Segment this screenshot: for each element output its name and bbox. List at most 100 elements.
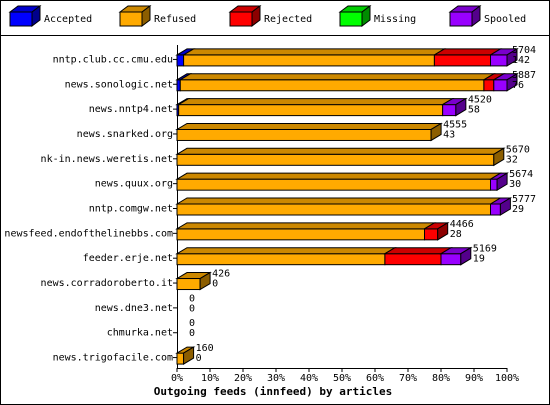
row-total: 426 (212, 269, 230, 280)
bar-segment (440, 253, 462, 266)
y-tick-label: news.corradoroberto.it (41, 278, 173, 289)
bar-top (175, 122, 443, 130)
bar-segment (490, 178, 498, 191)
row-total: 5670 (506, 144, 530, 155)
row-count: 43 (443, 129, 455, 140)
y-tick-label: news.snarked.org (77, 129, 173, 140)
row-count: 19 (473, 254, 485, 265)
bar-top (175, 247, 397, 255)
x-tick-label: 40% (300, 373, 318, 384)
bar-top (178, 73, 496, 81)
row-total: 5704 (512, 45, 536, 56)
legend-swatch-side (141, 5, 151, 27)
bar-top (432, 48, 503, 56)
legend-label: Rejected (264, 14, 312, 25)
row-count: 0 (189, 328, 195, 339)
bar-top (176, 98, 455, 106)
x-tick-label: 0% (171, 373, 183, 384)
x-tick-label: 90% (465, 373, 483, 384)
bar-segment (179, 79, 485, 92)
bar-segment (490, 203, 501, 216)
bar-top (175, 222, 437, 230)
bar-segment (490, 54, 508, 67)
y-tick-label: nk-in.news.weretis.net (41, 154, 173, 165)
bar-side (199, 271, 211, 291)
legend-swatch-side (31, 5, 41, 27)
x-tick-label: 30% (267, 373, 285, 384)
bar-side (437, 221, 449, 241)
y-tick-label: news.trigofacile.com (53, 353, 173, 364)
bar-segment (176, 278, 201, 291)
x-tick-label: 100% (495, 373, 519, 384)
bar-segment (493, 79, 508, 92)
y-tick-label: chmurka.net (107, 328, 173, 339)
row-total: 0 (189, 318, 195, 329)
row-total: 5674 (509, 169, 533, 180)
bar-side (496, 172, 508, 192)
bar-top (175, 147, 506, 155)
bar-segment (483, 79, 495, 92)
chart-title: Outgoing feeds (innfeed) by articles (154, 385, 392, 398)
row-total: 5777 (512, 194, 536, 205)
bar-side (183, 346, 195, 365)
legend-swatch (119, 11, 143, 27)
row-total: 5887 (512, 70, 536, 81)
bar-segment (176, 153, 495, 166)
bar-segment (176, 253, 386, 266)
x-tick-label: 50% (333, 373, 351, 384)
bar-side (499, 197, 511, 216)
bar-side (455, 97, 467, 117)
row-count: 32 (506, 154, 518, 165)
x-tick-label: 60% (366, 373, 384, 384)
legend-swatch (9, 11, 33, 27)
bar-top (383, 247, 453, 255)
row-total: 5169 (473, 244, 497, 255)
row-count: 29 (512, 204, 524, 215)
bar-top (175, 172, 503, 180)
row-count: 28 (450, 229, 462, 240)
bar-top (181, 48, 447, 56)
row-total: 0 (189, 293, 195, 304)
row-count: 30 (509, 179, 521, 190)
bar-side (430, 122, 442, 142)
bar-side (506, 48, 518, 67)
row-count: 142 (512, 55, 530, 66)
x-tick-label: 20% (234, 373, 252, 384)
y-tick-label: news.dne3.net (95, 303, 173, 314)
row-count: 0 (189, 303, 195, 314)
bar-segment (183, 54, 435, 67)
x-tick-label: 80% (432, 373, 450, 384)
legend-label: Refused (154, 14, 196, 25)
bar-segment (433, 54, 491, 67)
legend-label: Missing (374, 14, 416, 25)
legend-swatch-side (251, 5, 261, 27)
legend-swatch (449, 11, 473, 27)
bar-segment (176, 128, 432, 141)
bar-segment (178, 104, 444, 117)
bar-segment (176, 352, 185, 365)
y-tick-label: news.quux.org (95, 179, 173, 190)
bar-segment (384, 253, 442, 266)
row-total: 160 (196, 343, 214, 354)
x-tick-label: 70% (399, 373, 417, 384)
y-tick-label: nntp.club.cc.cmu.edu (53, 54, 173, 65)
bar-top (175, 197, 503, 205)
row-count: 76 (512, 80, 524, 91)
legend-swatch (229, 11, 253, 27)
row-count: 0 (212, 279, 218, 290)
bar-segment (176, 203, 491, 216)
bar-segment (176, 178, 491, 191)
legend-swatch-side (361, 5, 371, 27)
bar-side (506, 72, 518, 92)
bar-side (460, 246, 472, 266)
bar-segment (176, 228, 425, 241)
bar-side (493, 147, 505, 167)
row-count: 58 (468, 105, 480, 116)
bar-segment (424, 228, 439, 241)
row-count: 0 (196, 353, 202, 364)
bar-segment (176, 54, 185, 67)
y-tick-label: news.nntp4.net (89, 104, 173, 115)
row-total: 4466 (450, 219, 474, 230)
legend-label: Accepted (44, 14, 92, 25)
y-tick-label: feeder.erje.net (83, 253, 173, 264)
